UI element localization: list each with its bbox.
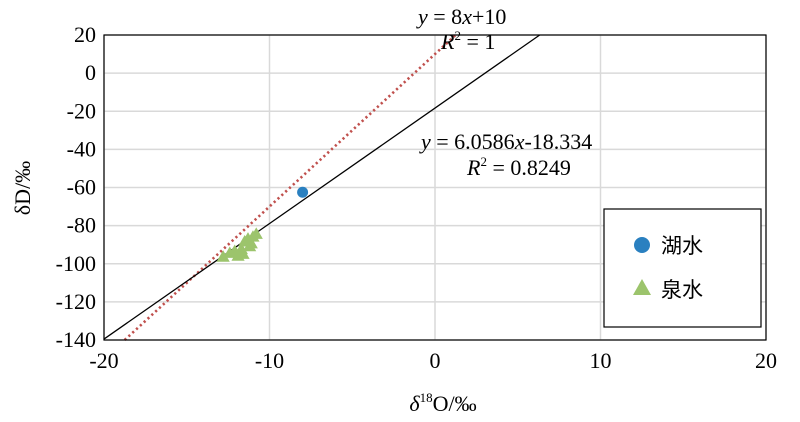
lake-water-point bbox=[297, 186, 309, 198]
spring-water-point bbox=[249, 227, 263, 239]
y-tick-label: -60 bbox=[67, 175, 96, 200]
legend-marker-spring bbox=[633, 279, 651, 295]
legend-label-spring: 泉水 bbox=[661, 278, 703, 302]
x-tick-label: -10 bbox=[255, 348, 284, 373]
y-tick-label: -120 bbox=[56, 289, 96, 314]
legend-label-lake: 湖水 bbox=[661, 234, 703, 258]
spring-water-point bbox=[236, 247, 250, 259]
y-tick-label: -20 bbox=[67, 98, 96, 123]
y-tick-label: 0 bbox=[85, 60, 96, 85]
spring-water-point bbox=[244, 236, 258, 249]
x-tick-labels: -20 -10 0 10 20 bbox=[89, 348, 777, 373]
y-tick-label: -40 bbox=[67, 136, 96, 161]
x-tick-label: 20 bbox=[755, 348, 777, 373]
regression-lines bbox=[103, 34, 541, 341]
legend-marker-lake bbox=[634, 237, 650, 253]
y-axis-label: δD/‰ bbox=[10, 161, 35, 215]
plot-frame bbox=[103, 34, 767, 341]
x-tick-label: -20 bbox=[89, 348, 118, 373]
legend-box bbox=[603, 208, 762, 328]
y-tick-label: -80 bbox=[67, 213, 96, 238]
regression-line-fit bbox=[103, 34, 541, 340]
x-tick-label: 10 bbox=[590, 348, 612, 373]
x-axis-label: δ18O/‰ bbox=[409, 390, 476, 416]
data-points bbox=[216, 186, 309, 262]
line1-r2: R2 = 1 bbox=[440, 28, 495, 54]
y-tick-label: -100 bbox=[56, 251, 96, 276]
y-tick-label: -140 bbox=[56, 327, 96, 352]
line2-equation: y = 6.0586x-18.334 bbox=[419, 129, 592, 154]
line1-equation: y = 8x+10 bbox=[416, 4, 506, 29]
regression-line-8x bbox=[123, 34, 457, 341]
spring-water-point bbox=[216, 250, 230, 262]
y-tick-labels: 20 0 -20 -40 -60 -80 -100 -120 -140 bbox=[56, 22, 96, 352]
x-tick-label: 0 bbox=[430, 348, 441, 373]
y-tick-label: 20 bbox=[74, 22, 96, 47]
legend: 湖水 泉水 bbox=[603, 208, 762, 328]
line2-r2: R2 = 0.8249 bbox=[466, 154, 571, 180]
